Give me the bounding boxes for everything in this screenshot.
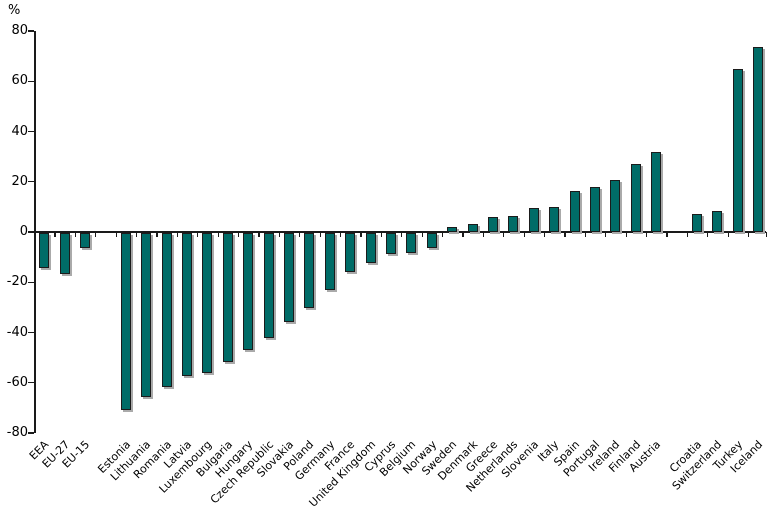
x-axis-tick bbox=[707, 232, 709, 237]
y-axis-tick-label: 20 bbox=[11, 173, 28, 189]
x-axis-tick bbox=[564, 232, 566, 237]
bar-slovakia bbox=[284, 232, 294, 322]
bar-portugal bbox=[590, 186, 600, 232]
bar-lithuania bbox=[141, 232, 152, 398]
y-axis-tick bbox=[28, 80, 34, 82]
x-axis-tick bbox=[95, 232, 97, 237]
bar-austria bbox=[651, 151, 662, 232]
bar-sweden bbox=[447, 226, 458, 232]
x-axis-tick bbox=[646, 232, 648, 237]
x-axis-tick bbox=[238, 232, 240, 237]
x-axis-tick bbox=[115, 232, 117, 237]
x-axis-tick bbox=[442, 232, 444, 237]
bar-eu-15 bbox=[80, 232, 90, 248]
x-axis-tick bbox=[727, 232, 729, 237]
y-axis-tick bbox=[28, 30, 34, 32]
y-axis-tick-label: -60 bbox=[6, 374, 28, 390]
x-axis-tick bbox=[258, 232, 260, 237]
bar-norway bbox=[426, 232, 437, 248]
y-axis-tick-label: -20 bbox=[6, 274, 28, 290]
y-axis-tick bbox=[28, 281, 34, 283]
y-axis-tick bbox=[28, 181, 34, 183]
y-axis-tick-label: -40 bbox=[6, 324, 28, 340]
bar-italy bbox=[549, 206, 560, 232]
bar-romania bbox=[161, 232, 172, 388]
bar-eea bbox=[39, 232, 50, 268]
bar-cyprus bbox=[386, 232, 396, 255]
x-axis-tick bbox=[197, 232, 199, 237]
bar-greece bbox=[488, 216, 498, 232]
y-axis-tick bbox=[28, 432, 34, 434]
bar-turkey bbox=[732, 68, 743, 232]
bar-united-kingdom bbox=[365, 232, 376, 263]
x-axis-tick bbox=[54, 232, 56, 237]
y-axis-tick bbox=[28, 331, 34, 334]
bar-estonia bbox=[120, 232, 131, 410]
bar-ireland bbox=[610, 180, 621, 232]
bar-eu-27 bbox=[59, 232, 70, 275]
x-axis-tick bbox=[319, 232, 321, 237]
y-axis-tick-label: 40 bbox=[11, 123, 28, 139]
x-axis-tick bbox=[686, 232, 688, 237]
bar-bulgaria bbox=[222, 232, 233, 363]
bar-belgium bbox=[406, 232, 417, 253]
x-axis-tick bbox=[605, 232, 607, 237]
x-axis-tick bbox=[625, 232, 627, 237]
y-axis-tick bbox=[28, 130, 34, 133]
x-axis-tick bbox=[380, 232, 382, 237]
x-axis-tick bbox=[278, 232, 280, 237]
x-axis-tick bbox=[666, 232, 668, 237]
x-axis-tick bbox=[299, 232, 301, 237]
bar-finland bbox=[630, 164, 641, 232]
bar-netherlands bbox=[508, 215, 519, 232]
bar-poland bbox=[304, 232, 315, 309]
x-axis-tick bbox=[156, 232, 158, 237]
bar-hungary bbox=[243, 232, 254, 350]
x-axis-tick bbox=[176, 232, 178, 237]
x-axis-tick bbox=[523, 232, 525, 237]
bar-slovenia bbox=[528, 208, 539, 232]
x-axis-tick bbox=[503, 232, 505, 237]
bar-latvia bbox=[182, 232, 192, 376]
y-axis-tick-label: 0 bbox=[19, 224, 28, 239]
bar-iceland bbox=[753, 47, 764, 232]
x-axis-tick bbox=[217, 232, 219, 237]
bar-czech-republic bbox=[263, 232, 274, 339]
bar-luxembourg bbox=[202, 232, 213, 374]
x-axis-tick bbox=[544, 232, 546, 237]
x-axis-tick bbox=[360, 232, 362, 237]
x-axis-zero-line bbox=[34, 231, 766, 233]
y-axis-tick-label: 80 bbox=[11, 23, 28, 38]
x-axis-tick bbox=[482, 232, 484, 237]
x-axis-tick bbox=[340, 232, 342, 237]
x-axis-tick bbox=[74, 232, 76, 237]
x-axis-tick bbox=[584, 232, 586, 237]
bar-croatia bbox=[692, 214, 702, 232]
bar-germany bbox=[324, 232, 335, 291]
x-axis-tick bbox=[462, 232, 464, 237]
x-axis-tick bbox=[401, 232, 403, 237]
x-axis-tick bbox=[765, 232, 767, 237]
x-axis-tick bbox=[421, 232, 423, 237]
y-axis-unit-label: % bbox=[8, 3, 21, 18]
y-axis-tick-label: -80 bbox=[6, 425, 28, 440]
bar-france bbox=[345, 232, 356, 272]
bar-denmark bbox=[467, 224, 478, 232]
x-axis-tick bbox=[136, 232, 138, 237]
y-axis-tick bbox=[28, 382, 34, 384]
y-axis-tick bbox=[28, 231, 34, 233]
y-axis-tick-label: 60 bbox=[11, 73, 28, 89]
x-axis-tick bbox=[748, 232, 750, 237]
bar-switzerland bbox=[712, 210, 723, 232]
bar-spain bbox=[569, 190, 580, 232]
